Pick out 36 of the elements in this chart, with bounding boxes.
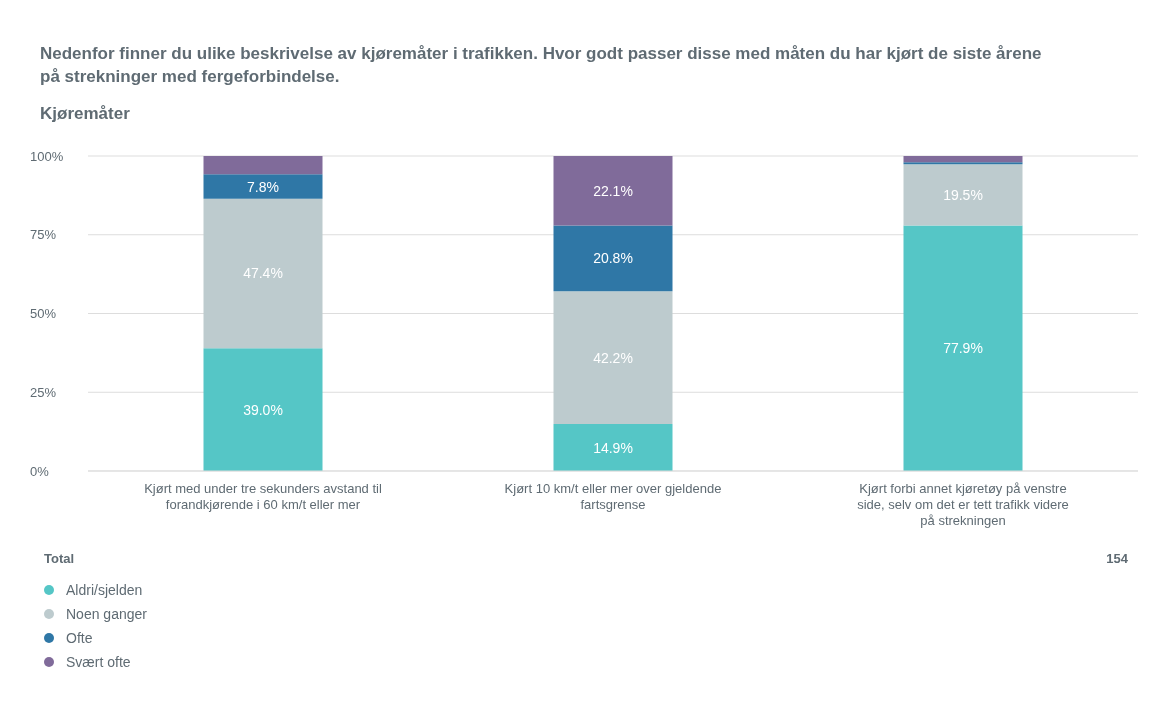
data-label: 14.9%	[593, 439, 633, 456]
y-tick-label: 100%	[30, 148, 64, 164]
bar	[203, 156, 323, 175]
legend-label: Aldri/sjelden	[66, 582, 143, 598]
chart-title: Nedenfor finner du ulike beskrivelse av kjøremåter i trafikken. Hvor godt passer disse med måten du har kjørt de siste årene på strekninger med fergeforbindelse.	[39, 43, 1043, 88]
bar	[553, 424, 673, 471]
data-label: 42.2%	[593, 349, 633, 366]
x-tick-label: Kjørt med under tre sekunders avstand til forandkjørende i 60 km/t eller mer	[144, 481, 382, 512]
bar	[903, 164, 1023, 226]
bar	[203, 348, 323, 471]
legend-label: Ofte	[66, 630, 93, 646]
text: 154	[1106, 551, 1128, 566]
data-label: 20.8%	[593, 250, 633, 267]
bar	[553, 291, 673, 425]
data-label: 19.5%	[943, 186, 983, 203]
bar	[903, 156, 1023, 163]
data-label: 47.4%	[243, 265, 283, 282]
data-label: 22.1%	[593, 182, 633, 199]
chart-subtitle: Kjøremåter	[39, 103, 131, 124]
bar	[553, 225, 673, 292]
y-tick-label: 50%	[30, 306, 57, 322]
data-label: 7.8%	[247, 178, 279, 195]
data-label: 77.9%	[943, 340, 983, 357]
x-tick-label: Kjørt 10 km/t eller mer over gjeldende fartsgrense	[504, 481, 722, 512]
bar	[903, 225, 1023, 471]
data-label: 39.0%	[243, 401, 283, 418]
legend-title: Total	[44, 551, 75, 566]
y-tick-label: 25%	[30, 384, 57, 400]
legend-label: Svært ofte	[66, 654, 131, 670]
y-tick-label: 75%	[30, 227, 57, 243]
y-tick-label: 0%	[30, 463, 50, 479]
x-tick-label: Kjørt forbi annet kjøretøy på venstre side, selv om det er tett trafikk videre på strekningen	[857, 481, 1069, 528]
bar	[203, 198, 323, 349]
legend-label: Noen ganger	[66, 606, 147, 622]
bar	[553, 156, 673, 226]
bar	[203, 174, 323, 199]
